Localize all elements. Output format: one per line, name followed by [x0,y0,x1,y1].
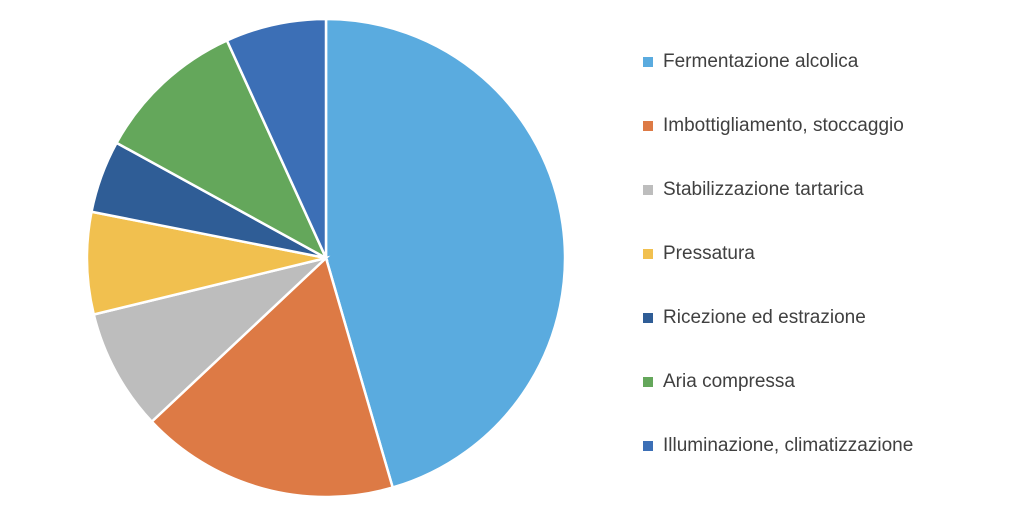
legend-label: Pressatura [663,243,755,264]
legend-swatch [643,377,653,387]
legend-label: Illuminazione, climatizzazione [663,435,913,456]
pie-slice [85,210,327,317]
legend-swatch [643,57,653,67]
pie-slice [114,38,329,261]
legend-swatch [643,121,653,131]
legend-swatch [643,441,653,451]
pie-slice [225,17,328,259]
legend-label: Stabilizzazione tartarica [663,179,864,200]
legend-label: Fermentazione alcolica [663,51,859,72]
legend-swatch [643,185,653,195]
legend-label: Ricezione ed estrazione [663,307,866,328]
legend-label: Imbottigliamento, stoccaggio [663,115,904,136]
pie-slice [324,17,567,490]
legend-label: Aria compressa [663,371,795,392]
pie-slice [150,255,395,499]
legend-swatch [643,313,653,323]
pie-slice [92,255,331,424]
legend-swatch [643,249,653,259]
